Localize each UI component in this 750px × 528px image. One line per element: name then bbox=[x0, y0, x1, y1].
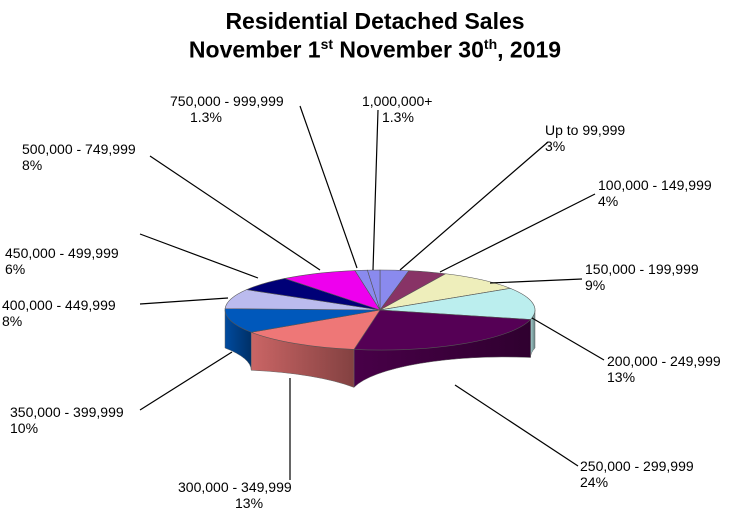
slice-percent: 9% bbox=[585, 277, 605, 293]
chart-title-line1: Residential Detached Sales bbox=[225, 8, 525, 34]
leader-line bbox=[139, 297, 229, 305]
leader-line bbox=[454, 384, 579, 467]
slice-percent: 13% bbox=[235, 495, 263, 511]
slice-label: 300,000 - 349,999 bbox=[178, 479, 292, 495]
slice-label: 250,000 - 299,999 bbox=[580, 458, 694, 474]
slice-percent: 6% bbox=[5, 261, 25, 277]
pie-slice bbox=[367, 269, 381, 311]
slice-percent: 13% bbox=[607, 369, 635, 385]
pie-slice bbox=[353, 309, 532, 351]
slice-label: 450,000 - 499,999 bbox=[5, 245, 119, 261]
pie-slice bbox=[379, 288, 536, 320]
leader-line bbox=[531, 317, 605, 361]
pie-slice bbox=[379, 273, 512, 311]
slice-percent: 1.3% bbox=[382, 109, 414, 125]
leader-line bbox=[139, 233, 259, 279]
slice-label: 750,000 - 999,999 bbox=[170, 93, 284, 109]
slice-label: 1,000,000+ bbox=[362, 93, 432, 109]
slice-percent: 8% bbox=[2, 313, 22, 329]
slice-label: 400,000 - 449,999 bbox=[2, 297, 116, 313]
leader-line bbox=[372, 109, 379, 271]
slice-label: 200,000 - 249,999 bbox=[607, 353, 721, 369]
slice-label: 350,000 - 399,999 bbox=[10, 404, 124, 420]
slice-percent: 8% bbox=[22, 157, 42, 173]
chart-title-line2: November 1st November 30th, 2019 bbox=[188, 36, 562, 63]
leader-line bbox=[139, 351, 233, 411]
slice-percent: 4% bbox=[598, 193, 618, 209]
leader-line bbox=[439, 193, 596, 273]
leader-line bbox=[399, 141, 549, 271]
slice-label: 150,000 - 199,999 bbox=[585, 261, 699, 277]
slice-percent: 1.3% bbox=[190, 109, 222, 125]
leader-line bbox=[149, 155, 321, 271]
pie-slice bbox=[224, 308, 381, 333]
pie-slice bbox=[250, 309, 381, 350]
slice-percent: 3% bbox=[545, 138, 565, 154]
leader-line bbox=[299, 105, 358, 269]
slice-percent: 24% bbox=[580, 474, 608, 490]
slice-label: 100,000 - 149,999 bbox=[598, 177, 712, 193]
slice-percent: 10% bbox=[10, 420, 38, 436]
slice-label: Up to 99,999 bbox=[545, 122, 625, 138]
slice-label: 500,000 - 749,999 bbox=[22, 141, 136, 157]
leader-line bbox=[489, 278, 583, 284]
